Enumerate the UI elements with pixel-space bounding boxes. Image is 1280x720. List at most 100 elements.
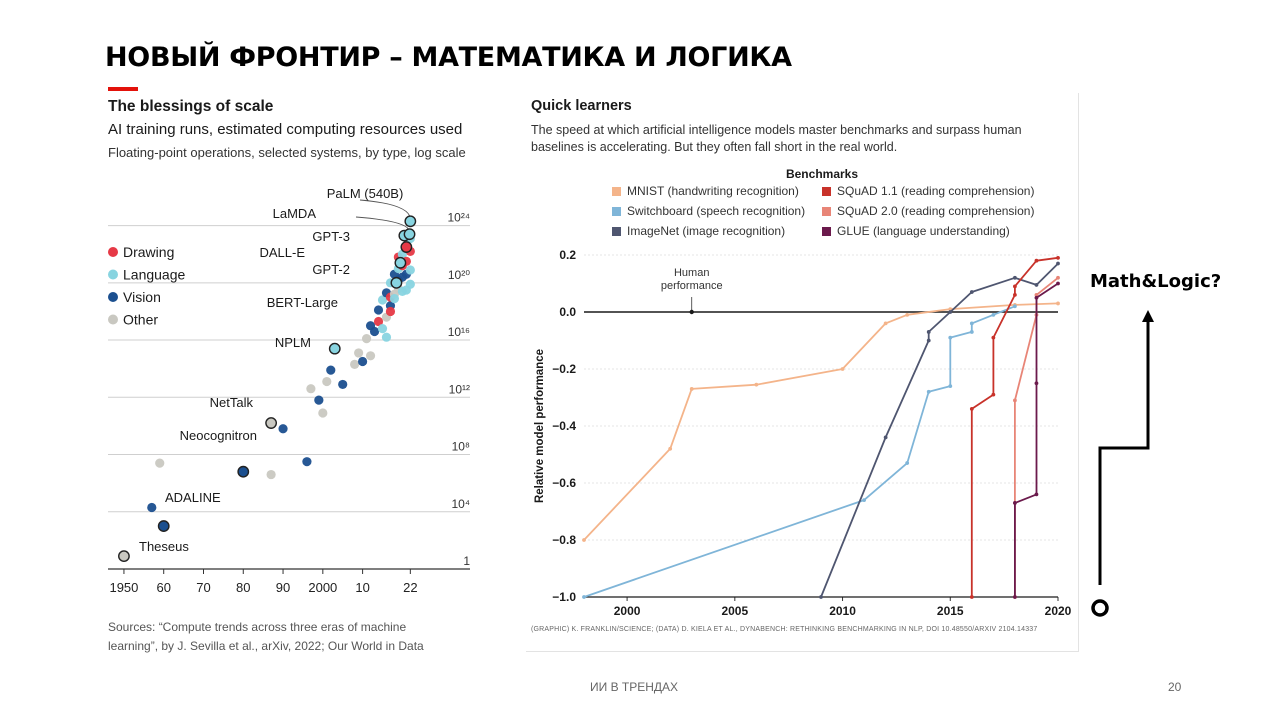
y-tick-label: 10⁸ <box>452 440 470 454</box>
human-performance-label: performance <box>661 280 723 292</box>
data-point <box>350 359 360 369</box>
data-point <box>155 458 165 468</box>
point-annotation-label: Neocognitron <box>180 428 257 443</box>
legend-label: Language <box>123 267 186 283</box>
legend-swatch <box>822 207 831 216</box>
arrow-origin-circle <box>1091 599 1109 617</box>
x-tick-label: 90 <box>276 580 290 595</box>
point-annotation-label: GPT-3 <box>312 229 350 244</box>
data-point <box>302 457 312 467</box>
legend-swatch <box>108 269 118 280</box>
series-point <box>1013 284 1017 289</box>
series-point <box>754 382 759 387</box>
highlighted-point <box>394 256 407 269</box>
point-annotation-label: ADALINE <box>165 490 221 505</box>
left-chart-sources: Sources: “Compute trends across three er… <box>108 620 424 653</box>
y-tick-label: −0.8 <box>552 533 576 547</box>
y-tick-label: −0.6 <box>552 476 576 490</box>
data-point <box>314 395 324 405</box>
data-point <box>369 326 380 337</box>
series-point <box>689 387 694 391</box>
series-point <box>1034 293 1039 297</box>
data-point <box>405 265 415 275</box>
data-point <box>361 334 372 344</box>
legend-swatch <box>822 227 831 236</box>
series-point <box>668 446 673 451</box>
series-point <box>1013 293 1017 297</box>
legend-label: Switchboard (speech recognition) <box>627 204 805 218</box>
highlighted-point <box>157 520 170 532</box>
highlighted-point <box>237 465 250 478</box>
highlighted-point <box>403 228 416 241</box>
series-point <box>840 367 845 371</box>
human-performance-label: Human <box>674 267 709 279</box>
series-point <box>969 321 974 326</box>
series-point <box>991 312 996 317</box>
series-point <box>969 595 974 599</box>
series-point <box>819 595 823 599</box>
data-point <box>278 424 288 434</box>
step-arrow-line <box>1098 320 1150 585</box>
legend-label: Other <box>123 312 158 328</box>
data-point <box>373 316 384 327</box>
series-line <box>583 305 1016 598</box>
point-annotation-label: DALL-E <box>259 245 305 260</box>
x-tick-label: 22 <box>403 580 417 595</box>
y-tick-label: 10¹² <box>449 382 470 396</box>
series-point <box>1056 301 1060 306</box>
right-chart-credit: (GRAPHIC) K. FRANKLIN/SCIENCE; (DATA) D.… <box>531 626 1038 633</box>
legend-swatch <box>612 227 621 236</box>
series-point <box>948 384 953 388</box>
y-tick-label: 0.2 <box>559 248 576 262</box>
data-point <box>338 379 348 390</box>
y-tick-label: 10⁴ <box>451 497 470 511</box>
series-point <box>1056 261 1060 266</box>
point-annotation-label: NetTalk <box>210 395 254 410</box>
y-tick-label: 1 <box>463 554 470 568</box>
series-point <box>1013 595 1017 599</box>
legend-swatch <box>612 207 621 216</box>
highlighted-point <box>265 417 278 429</box>
data-point <box>326 365 336 375</box>
data-point <box>377 295 388 305</box>
data-point <box>377 324 388 334</box>
series-point <box>1013 501 1017 505</box>
legend-swatch <box>108 292 118 302</box>
x-tick-label: 70 <box>196 580 210 595</box>
series-point <box>1013 398 1017 403</box>
series-point <box>948 335 953 340</box>
series-point <box>1034 295 1039 300</box>
series-point <box>905 312 910 317</box>
right-chart-description: The speed at which artificial intelligen… <box>531 123 1022 154</box>
series-point <box>926 330 931 334</box>
point-annotation-label: LaMDA <box>273 206 317 221</box>
series-line <box>970 256 1059 597</box>
y-tick-label: 10²⁰ <box>448 268 470 282</box>
legend-label: SQuAD 2.0 (reading comprehension) <box>837 204 1034 218</box>
x-tick-label: 80 <box>236 580 250 595</box>
highlighted-point <box>404 215 417 228</box>
series-point <box>1013 275 1017 280</box>
series-point <box>948 310 953 314</box>
series-point <box>1034 258 1039 263</box>
point-annotation-label: BERT-Large <box>267 295 338 310</box>
x-tick-label: 2010 <box>829 604 856 618</box>
x-tick-label: 2000 <box>614 604 641 618</box>
y-tick-label: 0.0 <box>559 305 576 319</box>
x-tick-label: 2005 <box>721 604 748 618</box>
right-chart-title: Quick learners <box>531 98 632 114</box>
x-tick-label: 1950 <box>109 580 138 595</box>
y-axis-label: Relative model performance <box>534 349 546 503</box>
data-point <box>385 306 396 317</box>
legend-label: SQuAD 1.1 (reading comprehension) <box>837 184 1034 198</box>
series-point <box>883 321 888 326</box>
series-point <box>969 290 974 294</box>
data-point <box>405 279 415 289</box>
series-point <box>991 392 996 397</box>
series-point <box>926 389 931 394</box>
highlighted-point <box>328 342 341 355</box>
series-point <box>1013 304 1017 309</box>
point-annotation-label: Theseus <box>139 539 189 554</box>
